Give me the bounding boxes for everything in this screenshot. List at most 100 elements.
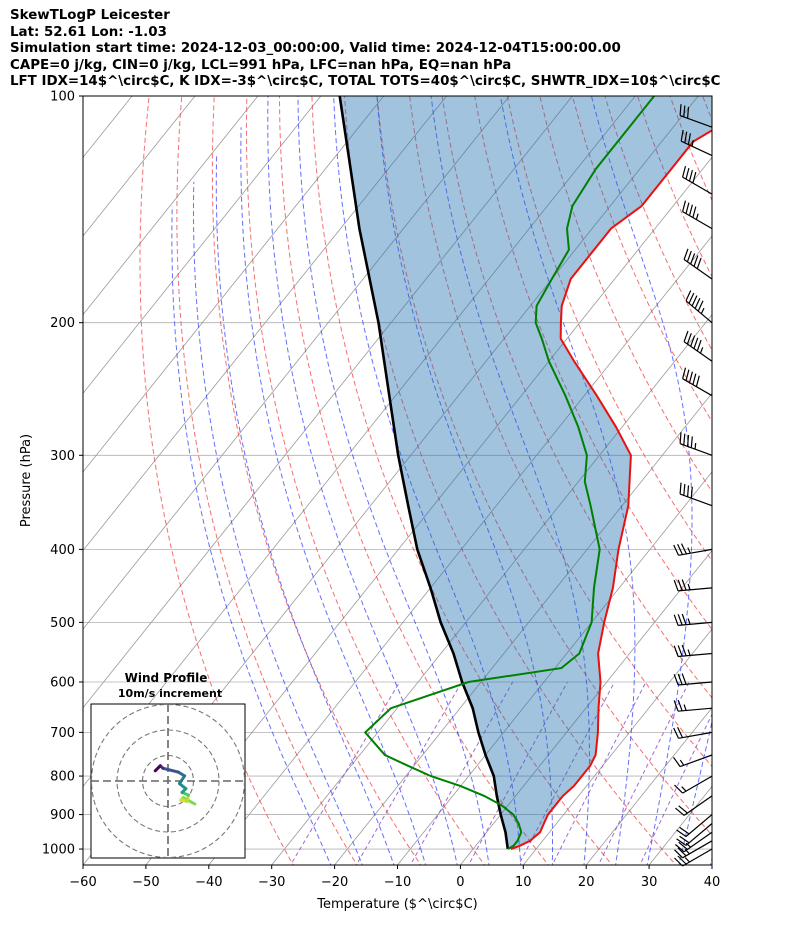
dry-adiabat-line (474, 96, 712, 631)
barb-half-flag (699, 347, 704, 354)
barb-flag (692, 171, 697, 184)
wind-barb (682, 165, 713, 195)
barb-flag (677, 727, 684, 738)
moist-adiabat-line (171, 205, 332, 865)
barb-flag (673, 544, 680, 556)
moist-adiabat-line (499, 96, 636, 865)
moist-adiabat-line (678, 719, 712, 865)
y-tick-label: 600 (50, 675, 75, 690)
barb-half-flag (687, 583, 691, 590)
barb-half-flag (691, 140, 694, 147)
isotherm-line (522, 628, 712, 865)
barb-flag (676, 838, 687, 846)
dry-adiabat-line (637, 96, 712, 278)
barb-staff (680, 140, 713, 157)
barb-flag (682, 165, 687, 178)
barb-flag (673, 645, 679, 657)
barb-flag (673, 674, 679, 686)
wind-barb (682, 367, 713, 397)
isotherm-line (83, 96, 573, 709)
hodograph-segment (181, 796, 197, 806)
barb-flag (677, 614, 683, 626)
barb-flag (691, 295, 698, 307)
barb-staff (685, 814, 713, 837)
isotherm-line (711, 864, 712, 865)
barb-flag (696, 257, 702, 269)
dry-adiabat-line (735, 96, 794, 868)
isotherm-line (334, 392, 712, 865)
barb-flag (687, 485, 690, 497)
hodograph-segment (161, 766, 180, 774)
y-tick-label: 300 (50, 449, 75, 464)
barb-flag (681, 644, 687, 657)
barb-flag (688, 371, 693, 383)
y-tick-label: 400 (50, 543, 75, 558)
wind-barb (682, 200, 713, 230)
plot-area (83, 96, 794, 868)
hodograph-ring (91, 704, 245, 858)
isotherm-line (83, 96, 259, 316)
barb-flag (696, 339, 702, 352)
barb-half-flag (684, 857, 690, 863)
barb-flag (685, 167, 690, 180)
barb-flag (673, 700, 679, 712)
barb-flag (679, 482, 682, 495)
barb-flag (688, 292, 695, 304)
x-tick-label: 10 (515, 875, 532, 890)
chart-header: SkewTLogP Leicester Lat: 52.61 Lon: -1.0… (10, 8, 790, 91)
barb-flag (686, 333, 692, 345)
barb-flag (684, 131, 688, 144)
dry-adiabat-line (571, 96, 712, 423)
barb-flag (681, 673, 687, 685)
barb-flag (673, 727, 680, 739)
wind-barb (680, 129, 713, 157)
isotherm-line (460, 549, 712, 865)
moist-adiabat-line (333, 96, 522, 865)
barb-staff (682, 848, 713, 867)
barb-flag (690, 335, 696, 347)
wind-barb (673, 754, 713, 768)
moist-adiabat-line (240, 127, 427, 865)
barb-half-flag (695, 213, 699, 220)
dry-adiabat-line (441, 96, 712, 699)
barb-flag (685, 290, 692, 302)
barb-staff (682, 176, 713, 195)
barb-staff (679, 115, 713, 128)
barb-staff (685, 823, 713, 846)
hodograph-segment (153, 765, 161, 773)
barb-half-flag (681, 786, 687, 792)
barb-flag (681, 613, 687, 625)
wind-barb (683, 248, 713, 280)
barb-flag (687, 434, 690, 447)
barb-staff (683, 341, 713, 362)
barb-half-flag (685, 842, 692, 848)
wind-barb (674, 775, 713, 794)
barb-flag (692, 206, 697, 218)
temperature-profile-line (510, 129, 712, 850)
barb-flag (673, 614, 679, 626)
barb-flag (679, 835, 690, 844)
barb-flag (676, 829, 687, 837)
isotherm-line (83, 96, 196, 237)
cin-shading (339, 96, 712, 849)
barb-flag (673, 756, 681, 767)
barb-flag (695, 375, 700, 387)
dewpoint-profile-line (363, 96, 655, 850)
y-tick-label: 1000 (42, 843, 75, 858)
barb-flag (686, 250, 692, 263)
wind-barb (679, 104, 713, 128)
barb-flag (681, 579, 687, 591)
moist-adiabat-line (193, 181, 363, 865)
x-tick-label: −10 (384, 875, 411, 890)
wind-barb (679, 482, 713, 507)
barb-flag (693, 337, 699, 349)
wind-barb (673, 579, 713, 592)
wind-barb (676, 814, 713, 837)
dry-adiabat-line (669, 96, 712, 202)
barb-flag (690, 253, 696, 265)
y-tick-label: 800 (50, 770, 75, 785)
moist-adiabat-line (709, 857, 712, 865)
barb-flag (679, 104, 682, 116)
barb-staff (682, 378, 713, 397)
